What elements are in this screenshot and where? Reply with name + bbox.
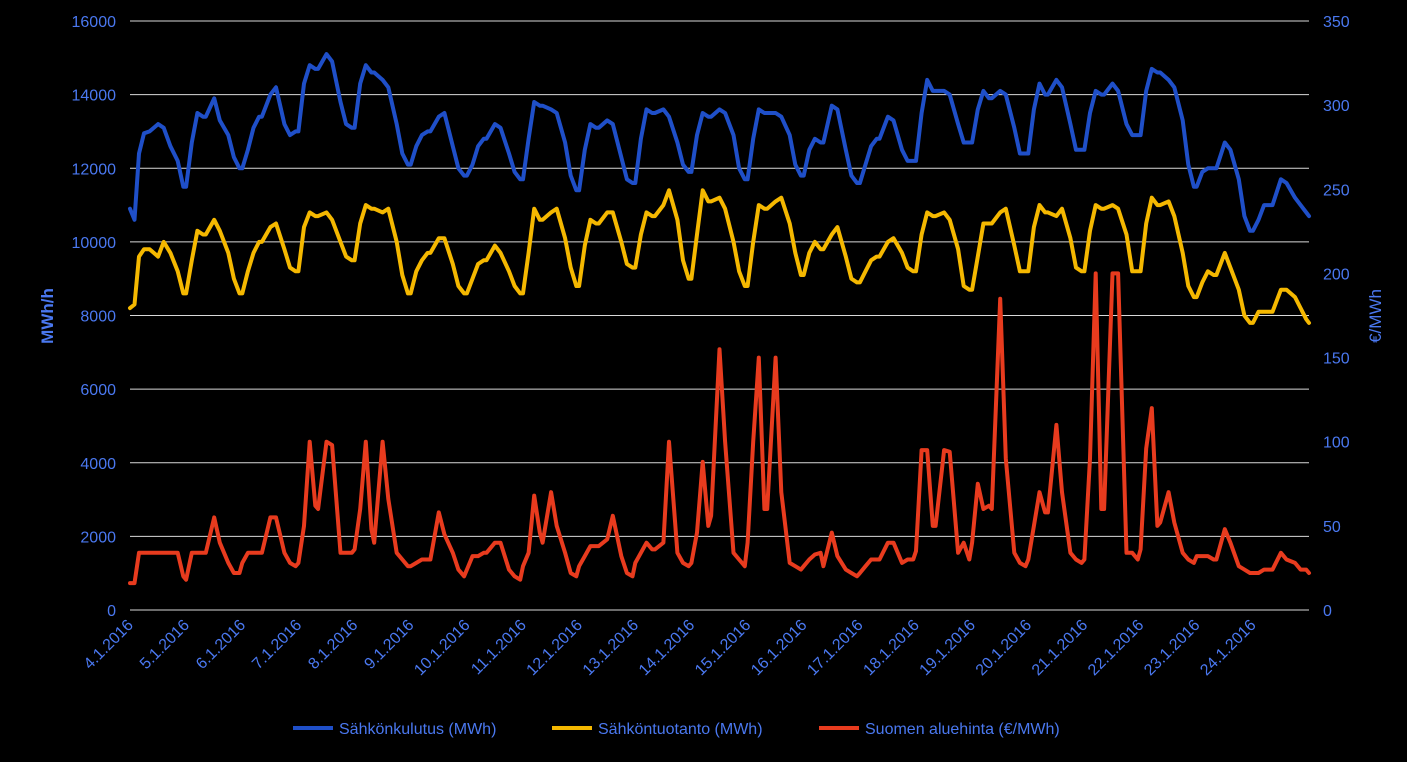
x-tick-label: 22.1.2016 [1085, 617, 1147, 679]
x-tick-label: 12.1.2016 [524, 617, 586, 679]
x-tick-label: 6.1.2016 [193, 617, 249, 673]
x-tick-label: 9.1.2016 [361, 617, 417, 673]
y-right-tick-label: 0 [1323, 603, 1332, 620]
y-left-tick-label: 16000 [72, 14, 117, 31]
y-left-tick-label: 0 [107, 603, 116, 620]
x-tick-label: 20.1.2016 [973, 617, 1035, 679]
y-right-axis-title: €/MWh [1366, 289, 1385, 343]
legend-label: Sähkönkulutus (MWh) [339, 721, 496, 738]
y-left-tick-label: 2000 [80, 529, 116, 546]
y-left-tick-label: 4000 [80, 456, 116, 473]
y-right-tick-label: 350 [1323, 14, 1350, 31]
x-tick-label: 10.1.2016 [411, 617, 473, 679]
y-left-tick-label: 14000 [72, 88, 117, 105]
x-tick-label: 16.1.2016 [748, 617, 810, 679]
x-tick-label: 7.1.2016 [249, 617, 305, 673]
y-left-tick-label: 8000 [80, 309, 116, 326]
legend: Sähkönkulutus (MWh) Sähköntuotanto (MWh) S… [293, 721, 1060, 738]
x-tick-label: 13.1.2016 [580, 617, 642, 679]
x-tick-label: 21.1.2016 [1029, 617, 1091, 679]
x-tick-label: 18.1.2016 [860, 617, 922, 679]
y-right-tick-label: 50 [1323, 519, 1341, 536]
x-tick-label: 11.1.2016 [468, 617, 530, 679]
x-tick-label: 15.1.2016 [692, 617, 754, 679]
legend-label: Suomen aluehinta (€/MWh) [865, 721, 1060, 738]
x-tick-label: 5.1.2016 [137, 617, 193, 673]
y-right-tick-label: 250 [1323, 182, 1350, 199]
legend-label: Sähköntuotanto (MWh) [598, 721, 763, 738]
y-right-tick-label: 200 [1323, 266, 1350, 283]
y-left-tick-label: 12000 [72, 161, 117, 178]
y-right-tick-label: 150 [1323, 351, 1350, 368]
series-line-3 [128, 271, 1311, 586]
y-left-tick-label: 6000 [80, 382, 116, 399]
x-tick-label: 4.1.2016 [81, 617, 137, 673]
y-left-tick-label: 10000 [72, 235, 117, 252]
y-right-tick-label: 100 [1323, 435, 1350, 452]
x-tick-label: 14.1.2016 [636, 617, 698, 679]
x-tick-label: 8.1.2016 [305, 617, 361, 673]
x-tick-label: 17.1.2016 [804, 617, 866, 679]
series-line-2 [128, 188, 1311, 325]
series-line-1 [128, 52, 1311, 233]
x-tick-label: 24.1.2016 [1197, 617, 1259, 679]
y-left-axis-title: MWh/h [38, 288, 57, 344]
x-tick-label: 23.1.2016 [1141, 617, 1203, 679]
x-tick-label: 19.1.2016 [917, 617, 979, 679]
y-right-tick-label: 300 [1323, 98, 1350, 115]
